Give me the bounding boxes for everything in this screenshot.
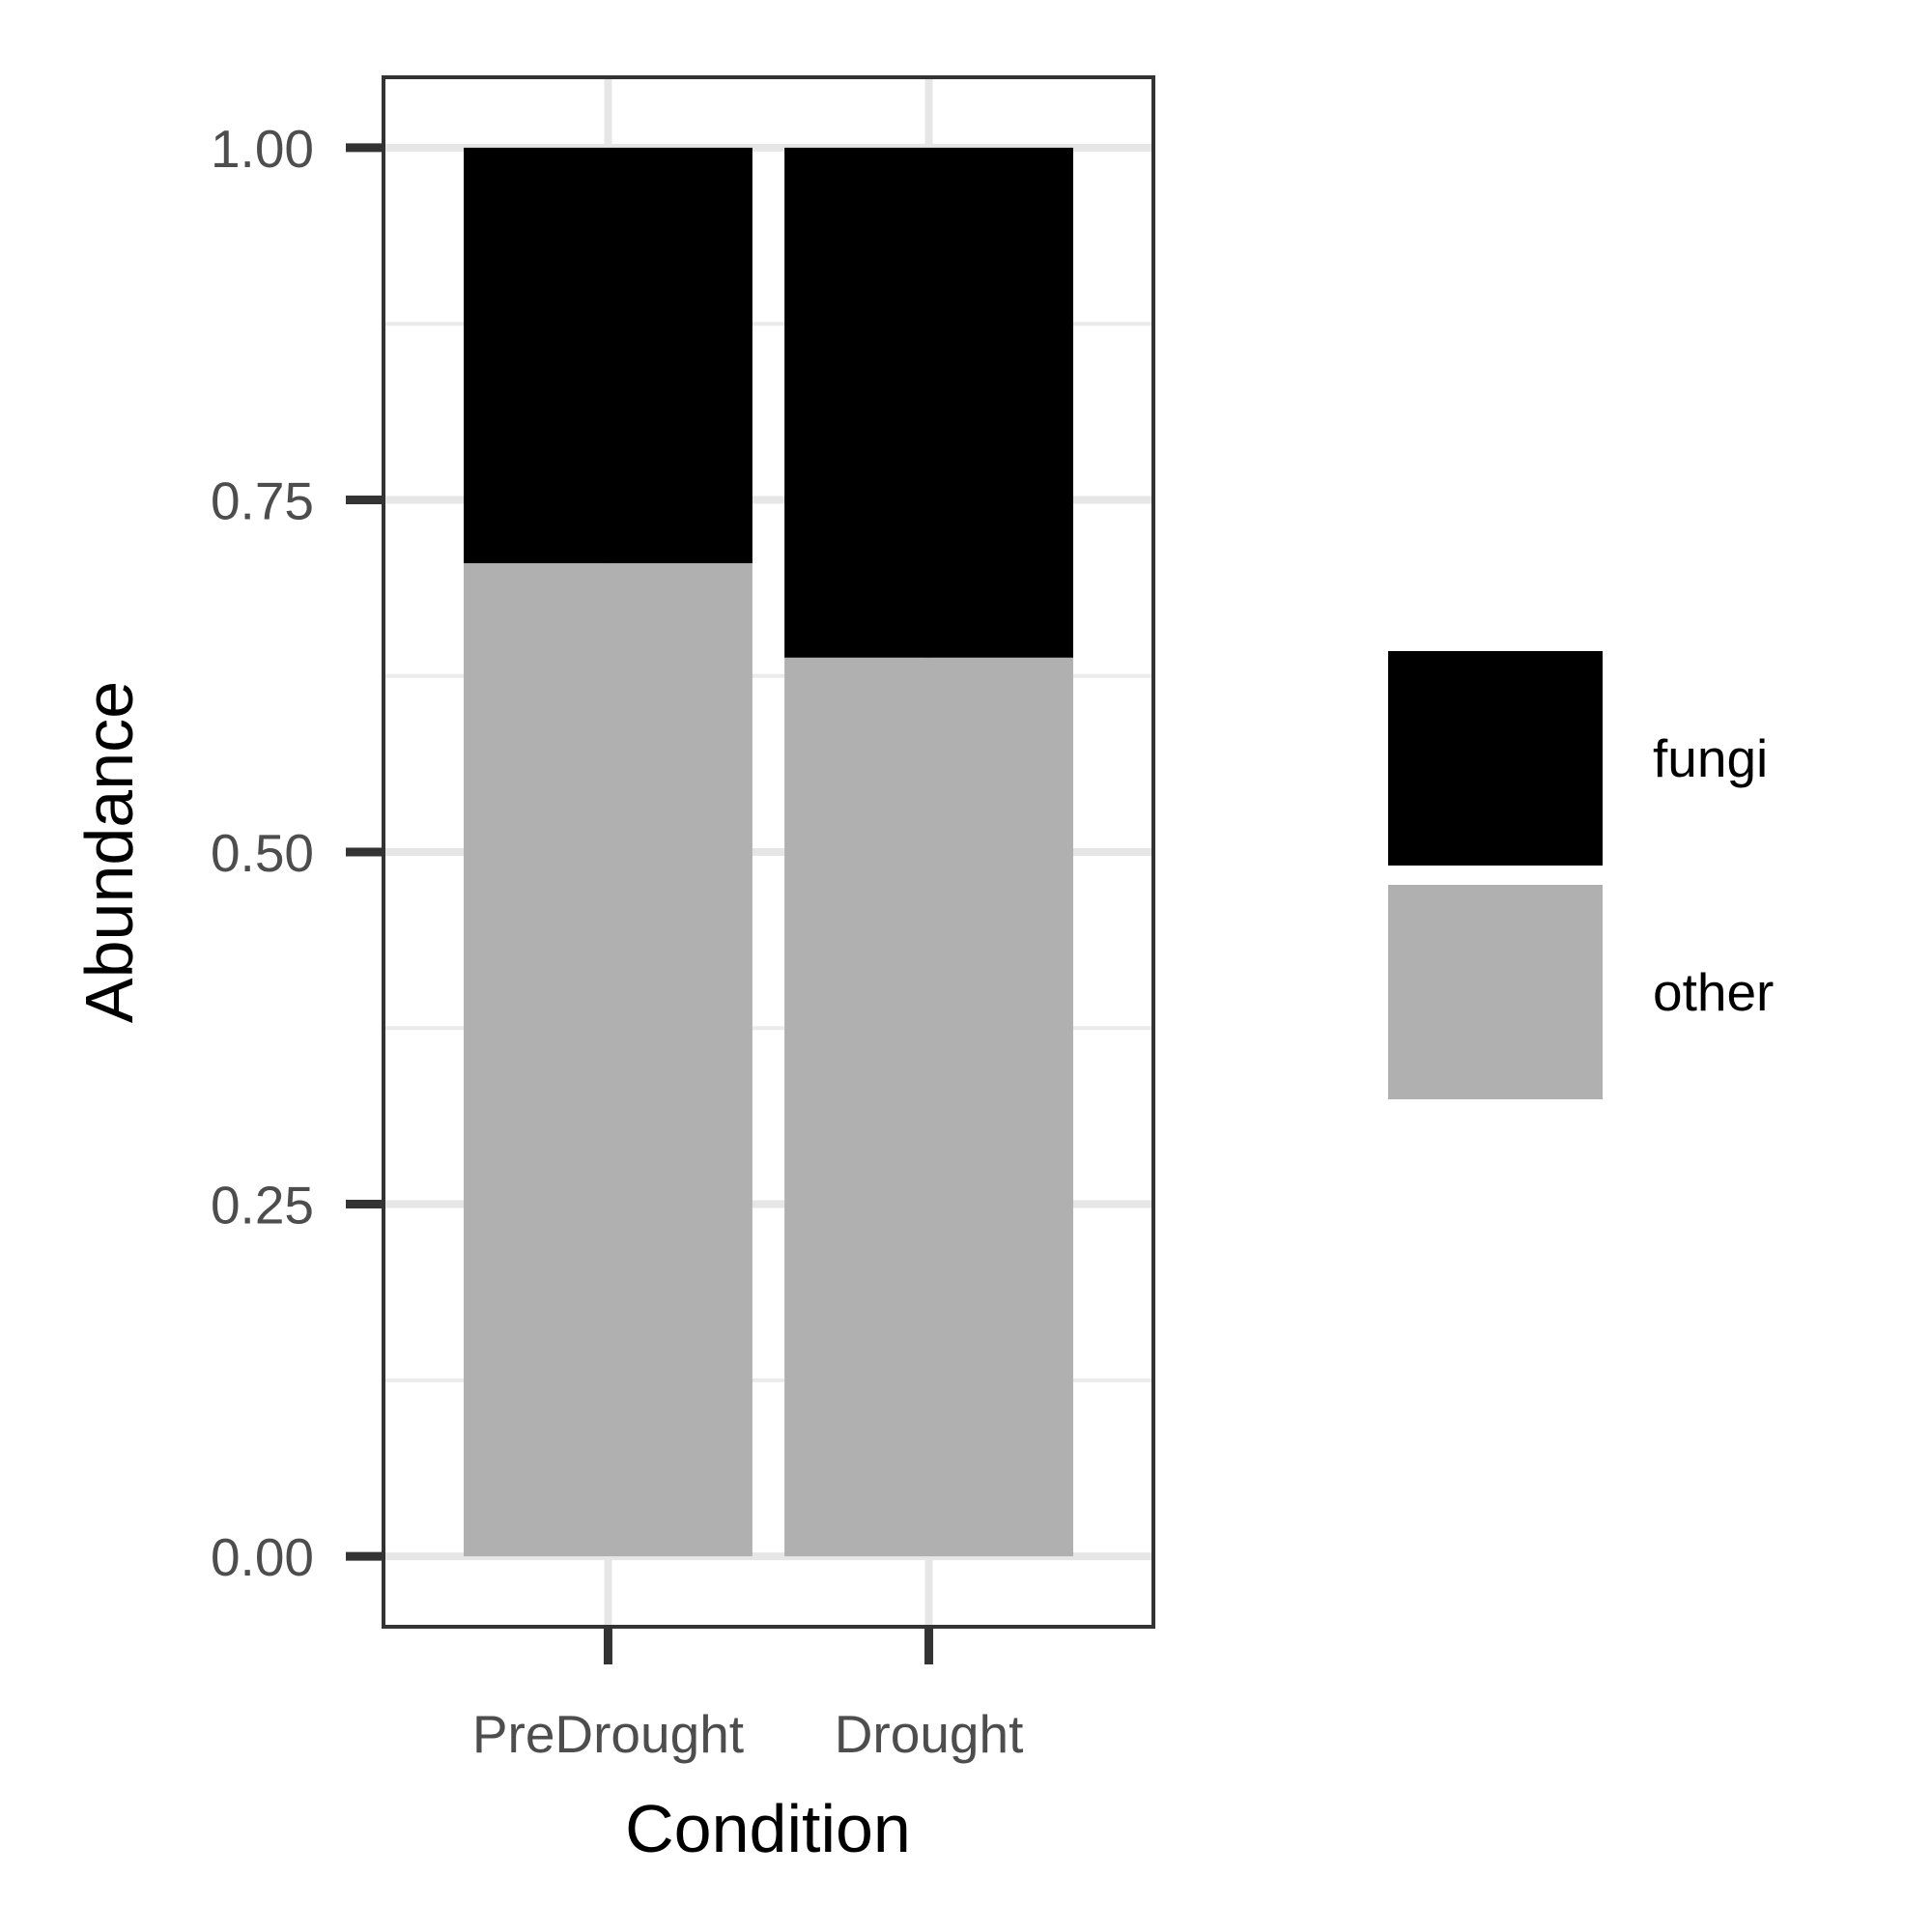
bar-other-predrought [464, 563, 753, 1557]
legend: fungi other [1388, 651, 1774, 1099]
y-axis-title: Abundance [71, 681, 147, 1023]
y-tick-label: 0.50 [211, 823, 314, 883]
y-tick-label: 0.75 [211, 470, 314, 530]
legend-key-fungi [1388, 651, 1603, 866]
y-tick-label: 0.00 [211, 1527, 314, 1587]
y-tick-label: 0.25 [211, 1176, 314, 1236]
bar-fungi-predrought [464, 147, 753, 564]
bars [464, 147, 1073, 1557]
y-axis: 0.00 0.25 0.50 0.75 1.00 [211, 119, 384, 1587]
bar-other-drought [784, 657, 1073, 1557]
x-tick-label: PreDrought [472, 1704, 744, 1764]
x-axis: PreDrought Drought [472, 1627, 1024, 1764]
x-tick-label: Drought [835, 1704, 1024, 1764]
y-tick-label: 1.00 [211, 119, 314, 179]
legend-key-other [1388, 885, 1603, 1099]
legend-label-fungi: fungi [1653, 728, 1768, 788]
legend-label-other: other [1653, 962, 1774, 1022]
bar-fungi-drought [784, 147, 1073, 658]
x-axis-title: Condition [625, 1791, 911, 1866]
